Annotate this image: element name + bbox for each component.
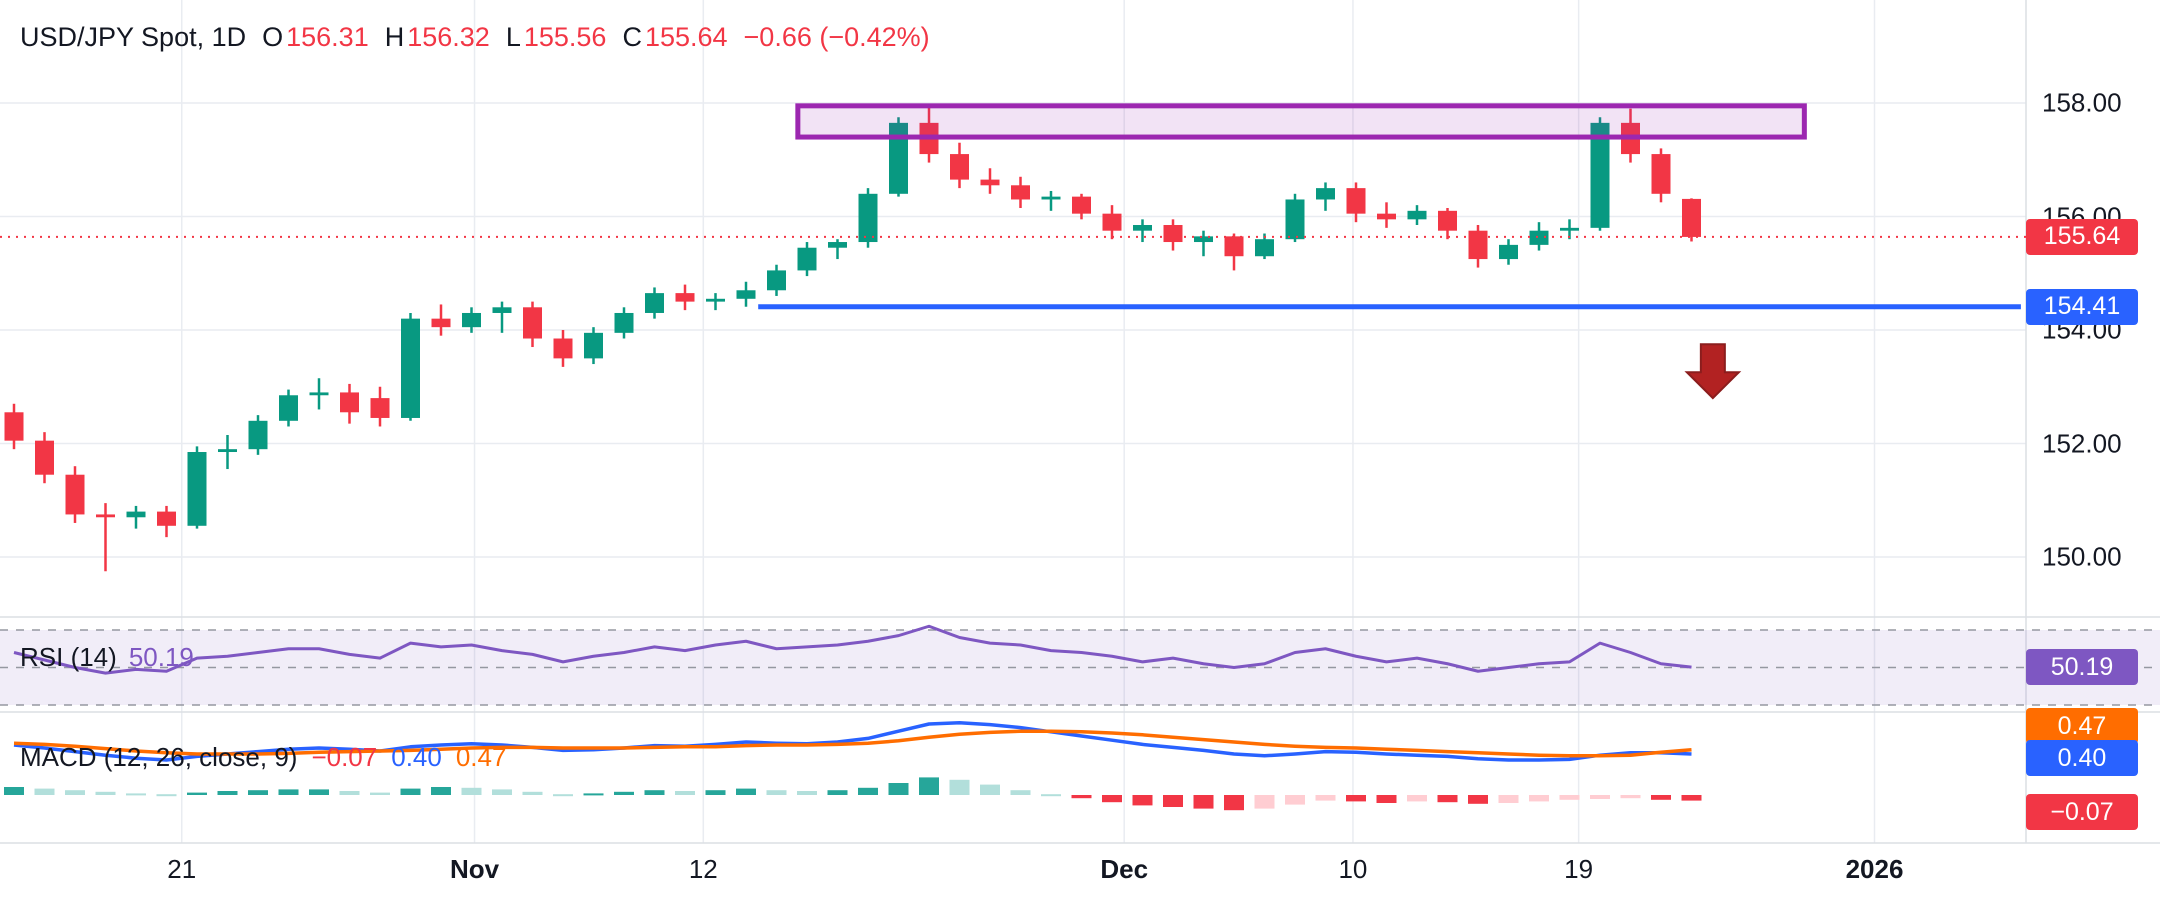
macd-signal-value: 0.47 bbox=[455, 742, 507, 772]
low-label: L bbox=[505, 22, 521, 52]
time-axis[interactable]: 21 Nov 12 Dec 10 19 2026 bbox=[0, 852, 2160, 902]
time-tick-label: 10 bbox=[1338, 854, 1368, 884]
open-value: 156.31 bbox=[286, 22, 369, 52]
change-value: −0.66 (−0.42%) bbox=[743, 22, 930, 52]
time-tick-label: Dec bbox=[1100, 854, 1149, 884]
ohlc-low: L 155.56 bbox=[506, 22, 607, 53]
time-tick-label: 19 bbox=[1564, 854, 1594, 884]
time-tick-label: 12 bbox=[688, 854, 718, 884]
rsi-value: 50.19 bbox=[128, 642, 194, 672]
price-tick-label: 150.00 bbox=[2042, 541, 2122, 572]
ohlc-close: C 155.64 bbox=[622, 22, 727, 53]
symbol-legend: USD/JPY Spot, 1D O 156.31 H 156.32 L 155… bbox=[20, 22, 930, 53]
macd-line-value: 0.40 bbox=[391, 742, 442, 772]
time-tick-label: 2026 bbox=[1845, 854, 1904, 884]
close-value: 155.64 bbox=[644, 22, 728, 52]
macd-title[interactable]: MACD (12, 26, close, 9) bbox=[20, 742, 298, 772]
rsi-legend: RSI (14) 50.19 bbox=[20, 642, 194, 673]
price-tick-label: 158.00 bbox=[2042, 87, 2122, 118]
price-tick-label: 152.00 bbox=[2042, 428, 2122, 458]
open-label: O bbox=[262, 22, 284, 52]
close-label: C bbox=[622, 22, 642, 52]
macd-histogram-badge: −0.07 bbox=[2026, 794, 2138, 830]
macd-signal-badge: 0.47 bbox=[2026, 708, 2138, 744]
time-tick-label: Nov bbox=[449, 854, 500, 884]
high-label: H bbox=[384, 22, 405, 52]
time-tick-label: 21 bbox=[167, 854, 197, 884]
support-price-badge: 154.41 bbox=[2026, 288, 2138, 325]
ohlc-high: H 156.32 bbox=[385, 22, 490, 53]
high-value: 156.32 bbox=[407, 22, 490, 52]
rsi-title[interactable]: RSI (14) bbox=[20, 642, 117, 672]
ohlc-open: O 156.31 bbox=[262, 22, 369, 53]
rsi-badge: 50.19 bbox=[2026, 649, 2138, 686]
macd-line-badge: 0.40 bbox=[2026, 740, 2138, 776]
low-value: 155.56 bbox=[523, 22, 607, 52]
macd-legend: MACD (12, 26, close, 9) −0.07 0.40 0.47 bbox=[20, 742, 506, 773]
symbol-title[interactable]: USD/JPY Spot, 1D bbox=[20, 22, 247, 52]
macd-histogram-value: −0.07 bbox=[311, 742, 378, 772]
last-price-badge: 155.64 bbox=[2026, 218, 2138, 255]
